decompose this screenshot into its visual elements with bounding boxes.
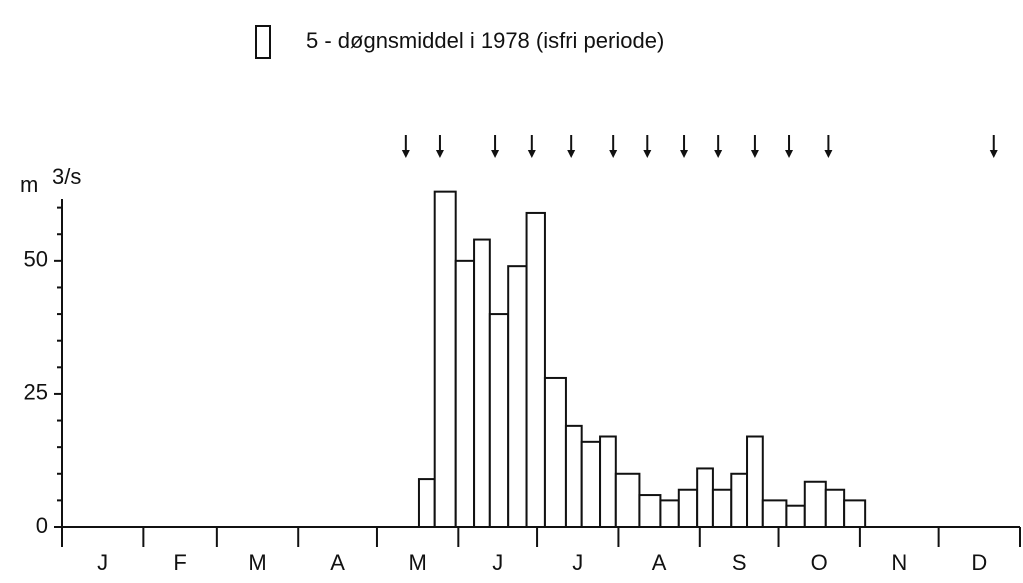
bar: [824, 488, 846, 529]
bar: [677, 488, 699, 529]
x-tick-label: J: [492, 550, 503, 575]
bar: [730, 472, 749, 528]
legend-swatch: [255, 25, 271, 59]
x-tick-label: S: [732, 550, 747, 575]
sample-arrow: [643, 135, 652, 158]
bar: [580, 440, 602, 529]
bar: [488, 313, 510, 529]
arrow-head: [824, 150, 833, 158]
bar: [803, 480, 827, 528]
y-axis-unit: m: [20, 172, 38, 197]
bar: [525, 211, 546, 528]
x-tick-label: D: [971, 550, 987, 575]
x-tick-label: O: [811, 550, 828, 575]
bar: [696, 467, 714, 529]
sample-arrow: [609, 135, 618, 158]
sample-arrow: [824, 135, 833, 158]
arrow-head: [491, 150, 500, 158]
bar: [543, 376, 567, 529]
x-tick-label: J: [97, 550, 108, 575]
arrow-head: [435, 150, 444, 158]
arrow-head: [785, 150, 794, 158]
sample-arrow: [680, 135, 689, 158]
x-tick-label: M: [248, 550, 266, 575]
bar: [711, 488, 733, 529]
x-tick-label: N: [891, 550, 907, 575]
bar: [473, 238, 491, 529]
arrow-head: [567, 150, 576, 158]
sample-arrow: [435, 135, 444, 158]
arrow-head: [680, 150, 689, 158]
y-tick-label: 0: [36, 513, 48, 538]
sample-arrow: [567, 135, 576, 158]
bar: [417, 478, 436, 529]
y-tick-label: 25: [24, 380, 48, 405]
bar: [507, 265, 528, 528]
arrow-head: [989, 150, 998, 158]
bar: [659, 499, 680, 528]
bar: [746, 435, 764, 528]
bar: [564, 424, 583, 528]
x-tick-label: A: [652, 550, 667, 575]
bar: [785, 504, 806, 529]
bar: [599, 435, 617, 528]
bar: [638, 494, 662, 528]
x-tick-label: M: [408, 550, 426, 575]
sample-arrow: [527, 135, 536, 158]
bar: [614, 472, 641, 528]
sample-arrow: [491, 135, 500, 158]
sample-arrow: [401, 135, 410, 158]
bar: [843, 499, 867, 528]
sample-arrow: [714, 135, 723, 158]
sample-arrow: [785, 135, 794, 158]
x-tick-label: F: [173, 550, 186, 575]
bar: [454, 259, 476, 528]
bar: [433, 190, 457, 528]
sample-arrow: [989, 135, 998, 158]
arrow-head: [750, 150, 759, 158]
arrow-head: [609, 150, 618, 158]
y-tick-label: 50: [24, 247, 48, 272]
bar: [761, 499, 788, 528]
legend-label: 5 - døgnsmiddel i 1978 (isfri periode): [306, 28, 664, 53]
arrow-head: [527, 150, 536, 158]
y-axis-unit-exponent: 3/s: [52, 164, 81, 189]
arrow-head: [401, 150, 410, 158]
x-tick-label: A: [330, 550, 345, 575]
arrow-head: [643, 150, 652, 158]
arrow-head: [714, 150, 723, 158]
sample-arrow: [750, 135, 759, 158]
x-tick-label: J: [572, 550, 583, 575]
